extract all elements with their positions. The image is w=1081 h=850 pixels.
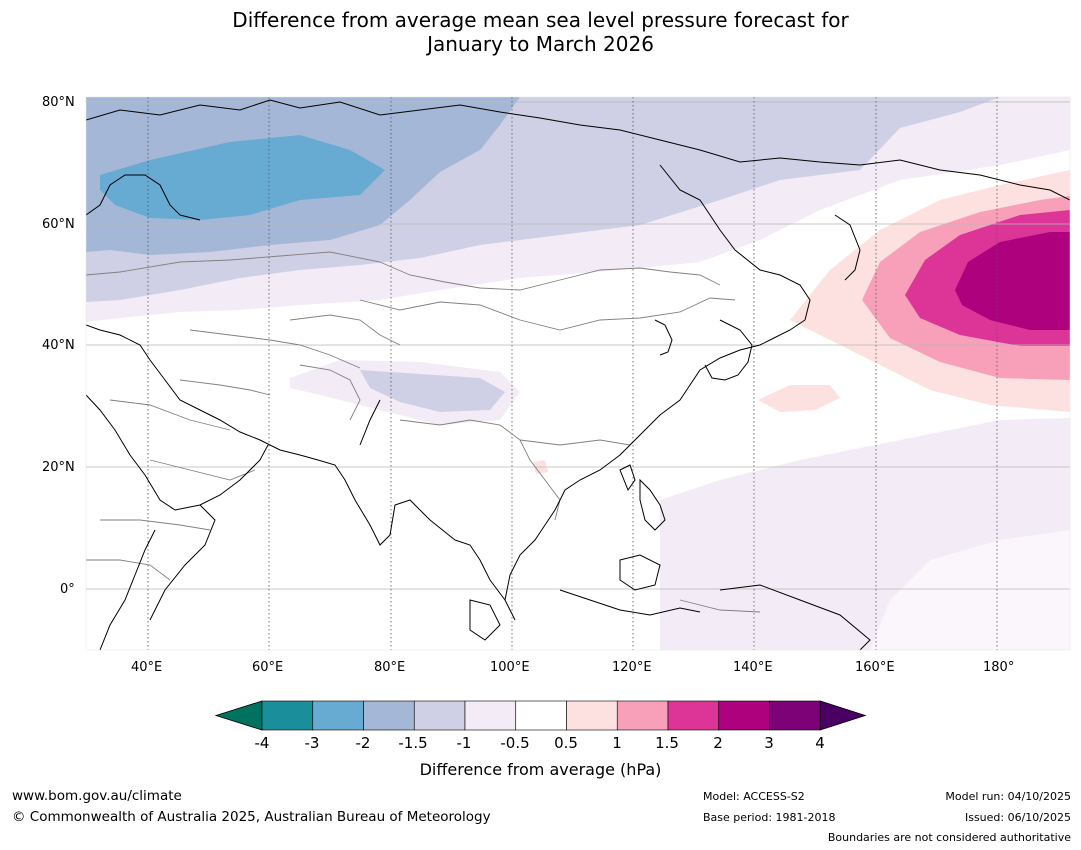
anomaly-region-tibet-minus-1 bbox=[360, 370, 505, 412]
latitude-gridlines bbox=[86, 101, 1070, 590]
lat-label-60n: 60°N bbox=[42, 217, 75, 232]
lat-label-20n: 20°N bbox=[42, 460, 75, 475]
issued-date: Issued: 06/10/2025 bbox=[964, 811, 1071, 824]
base-period: Base period: 1981-2018 bbox=[703, 811, 836, 824]
model-name: Model: ACCESS-S2 bbox=[703, 790, 805, 803]
colorbar-swatch bbox=[312, 700, 364, 731]
lat-label-40n: 40°N bbox=[42, 338, 75, 353]
anomaly-region-minus-2 bbox=[100, 135, 385, 220]
lon-label-180: 180° bbox=[983, 660, 1015, 675]
lon-label-60e: 60°E bbox=[252, 660, 284, 675]
anomaly-region-pacific-neutral bbox=[870, 530, 1070, 650]
colorbar-extend-low bbox=[214, 700, 263, 731]
colorbar-swatch bbox=[261, 700, 314, 731]
title-line-2: January to March 2026 bbox=[427, 32, 654, 56]
colorbar-tick: -1 bbox=[456, 734, 472, 752]
chart-title: Difference from average mean sea level p… bbox=[0, 8, 1081, 56]
colorbar-tick: 1 bbox=[612, 734, 622, 752]
colorbar-swatch bbox=[769, 700, 821, 731]
coastlines bbox=[86, 99, 1070, 650]
colorbar-swatch bbox=[718, 700, 770, 731]
colorbar-swatch bbox=[464, 700, 517, 731]
lon-label-40e: 40°E bbox=[131, 660, 163, 675]
lon-label-100e: 100°E bbox=[490, 660, 530, 675]
colorbar-tick: -3 bbox=[304, 734, 320, 752]
anomaly-region-plus-0.5-patch bbox=[758, 385, 840, 412]
longitude-gridlines bbox=[147, 97, 998, 650]
colorbar-swatch bbox=[667, 700, 720, 731]
colorbar-tick: 3 bbox=[764, 734, 774, 752]
colorbar-tick: 2 bbox=[713, 734, 723, 752]
colorbar-swatch bbox=[616, 700, 669, 731]
map-area bbox=[86, 97, 1070, 650]
colorbar-tick: -1.5 bbox=[398, 734, 428, 752]
lat-label-0: 0° bbox=[60, 582, 75, 597]
colorbar-tick: 4 bbox=[815, 734, 825, 752]
lon-label-140e: 140°E bbox=[733, 660, 773, 675]
colorbar-tick: 0.5 bbox=[554, 734, 578, 752]
title-line-1: Difference from average mean sea level p… bbox=[232, 8, 849, 32]
colorbar-tick: -0.5 bbox=[500, 734, 530, 752]
colorbar-tick: -2 bbox=[355, 734, 371, 752]
colorbar-axis-label: Difference from average (hPa) bbox=[419, 760, 662, 779]
boundaries-disclaimer: Boundaries are not considered authoritat… bbox=[827, 831, 1071, 844]
anomaly-region-plus-2 bbox=[955, 232, 1070, 330]
map-frame bbox=[85, 96, 1071, 651]
lat-label-80n: 80°N bbox=[42, 95, 75, 110]
country-boundaries bbox=[86, 251, 761, 613]
colorbar bbox=[214, 700, 867, 731]
colorbar-tick: 1.5 bbox=[655, 734, 679, 752]
lon-label-80e: 80°E bbox=[374, 660, 406, 675]
colorbar-tick: -4 bbox=[254, 734, 270, 752]
copyright-text: © Commonwealth of Australia 2025, Austra… bbox=[12, 809, 491, 825]
colorbar-swatch bbox=[413, 700, 466, 731]
website-link[interactable]: www.bom.gov.au/climate bbox=[12, 788, 182, 804]
lon-label-160e: 160°E bbox=[855, 660, 895, 675]
lon-label-120e: 120°E bbox=[612, 660, 652, 675]
colorbar-swatch bbox=[515, 700, 567, 731]
colorbar-swatch bbox=[566, 700, 618, 731]
colorbar-swatch bbox=[363, 700, 415, 731]
model-run-date: Model run: 04/10/2025 bbox=[945, 790, 1071, 803]
colorbar-extend-high bbox=[819, 700, 867, 731]
